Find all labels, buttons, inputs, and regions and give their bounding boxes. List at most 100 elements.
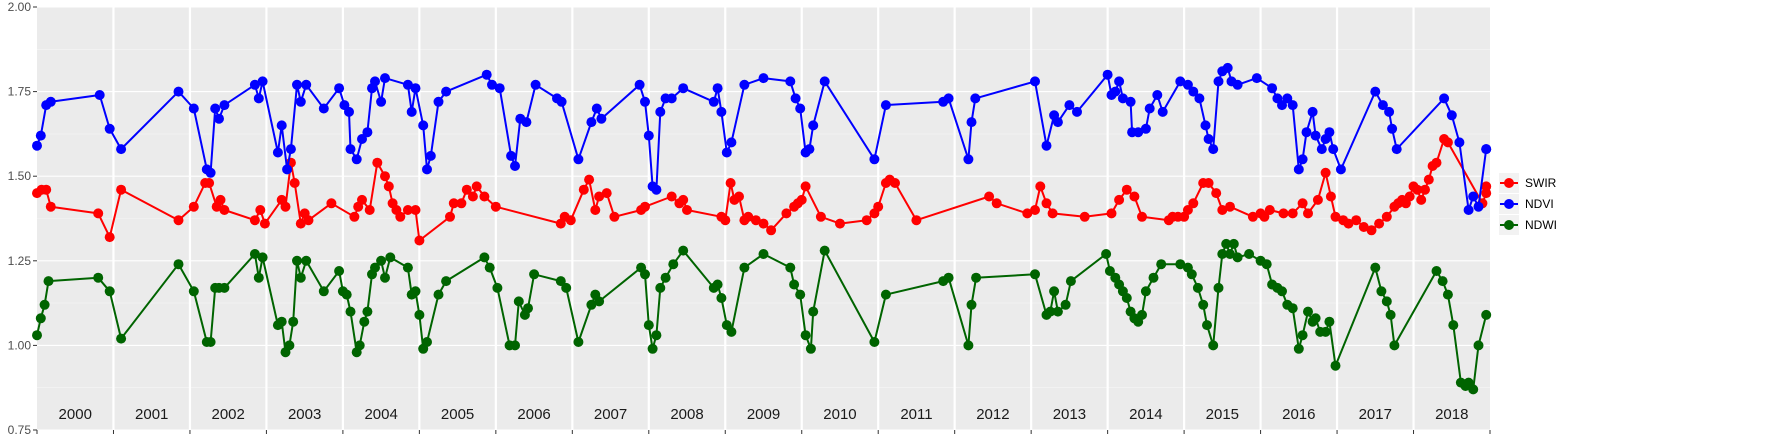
data-point-ndvi (253, 93, 264, 104)
data-point-ndvi (1213, 76, 1224, 87)
data-point-swir (395, 211, 406, 222)
data-point-swir (188, 201, 199, 212)
data-point-ndvi (370, 76, 380, 87)
data-point-swir (1278, 208, 1289, 219)
data-point-swir (1358, 222, 1369, 232)
data-point-ndwi (1448, 320, 1459, 331)
data-point-ndwi (712, 279, 723, 290)
year-label: 2014 (1129, 406, 1162, 423)
data-point-ndwi (655, 282, 666, 293)
data-point-ndwi (795, 289, 806, 300)
data-point-ndwi (1468, 384, 1479, 395)
year-label: 2001 (135, 406, 168, 423)
data-point-swir (873, 201, 884, 212)
data-point-ndwi (651, 330, 662, 341)
data-point-ndvi (1072, 106, 1082, 117)
data-point-ndvi (1125, 96, 1136, 107)
data-point-swir (590, 205, 601, 215)
data-point-swir (815, 211, 826, 222)
data-point-swir (303, 215, 314, 226)
data-point-ndwi (422, 337, 432, 347)
data-point-ndwi (1481, 309, 1492, 320)
data-point-swir (1381, 211, 1392, 222)
data-point-ndwi (523, 303, 533, 314)
data-point-ndvi (1384, 106, 1395, 117)
data-point-ndvi (708, 96, 719, 107)
data-point-ndwi (93, 272, 104, 283)
data-point-swir (467, 191, 478, 202)
data-point-ndvi (344, 106, 354, 117)
data-point-swir (609, 211, 620, 222)
data-point-ndwi (376, 255, 387, 266)
data-point-swir (1211, 188, 1222, 199)
data-point-ndvi (188, 103, 199, 114)
data-point-ndvi (249, 79, 260, 90)
data-point-ndwi (1198, 299, 1209, 310)
year-label: 2012 (976, 406, 1009, 423)
data-point-swir (41, 184, 52, 195)
data-point-ndvi (494, 83, 505, 94)
data-point-ndvi (1140, 123, 1151, 134)
data-point-swir (678, 194, 689, 205)
data-point-ndvi (441, 86, 452, 97)
data-point-swir (1047, 208, 1058, 219)
data-point-ndwi (35, 313, 46, 324)
data-point-ndwi (943, 272, 954, 283)
data-point-ndvi (712, 83, 723, 94)
data-point-ndvi (32, 140, 42, 151)
data-point-swir (1442, 137, 1453, 148)
data-point-ndvi (1175, 76, 1186, 87)
data-point-swir (1182, 205, 1193, 215)
data-point-ndvi (1454, 137, 1465, 148)
data-point-swir (1188, 198, 1199, 209)
data-point-ndvi (795, 103, 806, 114)
data-point-ndwi (492, 282, 503, 293)
data-point-ndwi (284, 340, 295, 351)
data-point-ndvi (726, 137, 737, 148)
data-point-ndvi (406, 106, 417, 117)
data-point-ndwi (1045, 306, 1056, 317)
data-point-swir (640, 201, 650, 212)
data-point-ndvi (586, 117, 597, 128)
data-point-ndvi (1391, 144, 1402, 155)
data-point-swir (1374, 218, 1385, 229)
data-point-ndvi (272, 147, 283, 158)
data-point-ndvi (1463, 205, 1474, 215)
data-point-ndvi (1194, 93, 1205, 104)
data-point-ndwi (963, 340, 974, 351)
data-point-ndvi (1481, 144, 1492, 155)
data-point-ndwi (288, 316, 299, 327)
legend-label: NDVI (1525, 197, 1554, 211)
data-point-swir (890, 178, 900, 188)
year-label: 2009 (747, 406, 780, 423)
data-point-ndvi (943, 93, 954, 104)
data-point-ndwi (739, 262, 750, 273)
data-point-ndvi (276, 120, 287, 131)
data-point-swir (1129, 191, 1140, 202)
data-point-ndwi (354, 340, 365, 351)
data-point-ndwi (414, 309, 425, 320)
data-point-ndvi (1377, 100, 1388, 111)
data-point-ndvi (1117, 93, 1128, 104)
data-point-ndwi (253, 272, 264, 283)
data-point-swir (565, 215, 576, 226)
data-point-ndvi (1114, 76, 1125, 87)
data-point-ndvi (345, 144, 356, 155)
data-point-swir (1114, 194, 1125, 205)
data-point-ndvi (285, 144, 296, 155)
data-point-ndvi (1370, 86, 1381, 97)
y-tick-label: 1.25 (8, 254, 32, 268)
data-point-swir (578, 184, 589, 195)
data-point-ndwi (640, 269, 650, 280)
data-point-ndvi (418, 120, 429, 131)
data-point-ndvi (1110, 86, 1121, 97)
data-point-swir (1287, 208, 1298, 219)
data-point-ndwi (385, 252, 396, 263)
data-point-ndwi (1221, 238, 1232, 249)
y-tick-label: 2.00 (8, 0, 32, 14)
data-point-swir (204, 178, 215, 188)
data-point-ndwi (39, 299, 50, 310)
year-labels: 2000 2001 2002 2003 2004 2005 2006 2007 2008 2009… (59, 406, 1469, 423)
data-point-ndvi (214, 113, 224, 124)
data-point-swir (383, 181, 394, 192)
